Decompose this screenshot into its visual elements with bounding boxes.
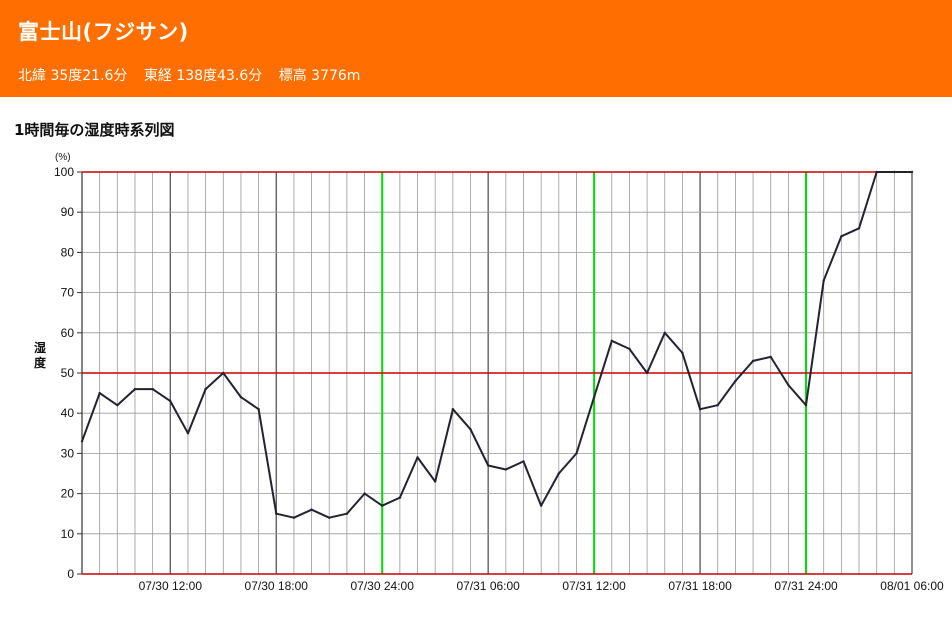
data-point — [522, 460, 525, 463]
data-point — [716, 403, 719, 407]
data-point — [804, 403, 808, 407]
section-title: 1時間毎の湿度時系列図 — [14, 121, 175, 139]
humidity-line — [81, 171, 912, 519]
data-point — [451, 407, 455, 411]
data-point — [239, 395, 243, 399]
y-axis-label: 湿度 — [34, 340, 47, 370]
y-tick-label: 80 — [61, 245, 75, 259]
data-point — [698, 407, 702, 411]
y-unit-label: (%) — [55, 152, 71, 163]
data-point — [328, 516, 331, 519]
data-point — [275, 512, 278, 515]
data-point — [893, 170, 896, 174]
data-point — [133, 387, 137, 391]
data-point — [734, 379, 737, 383]
data-point — [557, 472, 561, 475]
data-point — [840, 235, 843, 238]
data-point — [592, 395, 596, 399]
data-point — [539, 504, 543, 507]
x-tick-label: 08/01 06:00 — [880, 579, 944, 593]
x-tick-label: 07/30 18:00 — [245, 579, 309, 593]
y-tick-label: 10 — [61, 527, 75, 541]
data-point — [169, 399, 172, 403]
data-point — [363, 492, 366, 495]
data-point — [822, 279, 825, 282]
data-point — [398, 496, 402, 499]
data-point — [151, 387, 154, 391]
data-point — [751, 359, 755, 363]
y-tick-label: 20 — [61, 487, 75, 501]
x-tick-label: 07/30 24:00 — [351, 579, 415, 593]
data-point — [292, 516, 296, 519]
header-bar: 富士山(フジサン) 北緯 35度21.6分 東経 138度43.6分 標高 37… — [0, 0, 952, 97]
data-point — [857, 227, 861, 230]
data-point — [80, 440, 84, 443]
data-point — [222, 371, 225, 375]
elevation: 標高 3776m — [278, 68, 361, 84]
data-point — [257, 407, 260, 411]
data-point — [628, 347, 631, 351]
page-title: 富士山(フジサン) — [18, 20, 189, 44]
data-point — [433, 480, 437, 483]
y-tick-label: 100 — [54, 165, 74, 179]
data-point — [116, 403, 119, 407]
data-point — [345, 512, 349, 515]
longitude: 東経 138度43.6分 — [143, 68, 263, 84]
y-axis-ticks: 0 10 20 30 40 50 60 70 80 90 100 — [54, 165, 82, 581]
data-point — [875, 170, 878, 174]
threshold-lines — [82, 171, 912, 575]
data-point — [469, 428, 472, 431]
data-point — [186, 432, 190, 435]
y-tick-label: 90 — [61, 205, 75, 219]
y-tick-label: 0 — [67, 567, 74, 581]
data-point — [504, 468, 508, 471]
data-point — [910, 170, 914, 174]
data-point — [310, 508, 313, 511]
location-info: 北緯 35度21.6分 東経 138度43.6分 標高 3776m — [18, 65, 372, 85]
x-tick-label: 07/31 06:00 — [456, 579, 520, 593]
series — [80, 170, 914, 519]
data-point — [486, 464, 490, 467]
data-point — [575, 452, 578, 455]
x-tick-label: 07/31 24:00 — [774, 579, 838, 593]
y-tick-label: 40 — [61, 406, 75, 420]
data-point — [645, 371, 649, 375]
y-tick-label: 30 — [61, 446, 75, 460]
data-point — [663, 331, 666, 334]
x-tick-label: 07/31 18:00 — [668, 579, 732, 593]
data-point — [381, 504, 384, 507]
data-point — [610, 339, 613, 343]
x-tick-label: 07/30 12:00 — [139, 579, 203, 593]
x-tick-label: 07/31 12:00 — [562, 579, 626, 593]
y-tick-label: 60 — [61, 326, 75, 340]
y-tick-label: 70 — [61, 286, 75, 300]
data-point — [98, 391, 101, 395]
data-point — [769, 355, 772, 359]
x-axis-ticks: 07/30 12:00 07/30 18:00 07/30 24:00 07/31 0… — [139, 579, 944, 593]
data-point — [204, 387, 207, 391]
data-point — [681, 351, 684, 355]
y-tick-label: 50 — [61, 366, 75, 380]
data-point — [416, 456, 419, 459]
latitude: 北緯 35度21.6分 — [18, 68, 128, 84]
data-point — [787, 383, 790, 387]
